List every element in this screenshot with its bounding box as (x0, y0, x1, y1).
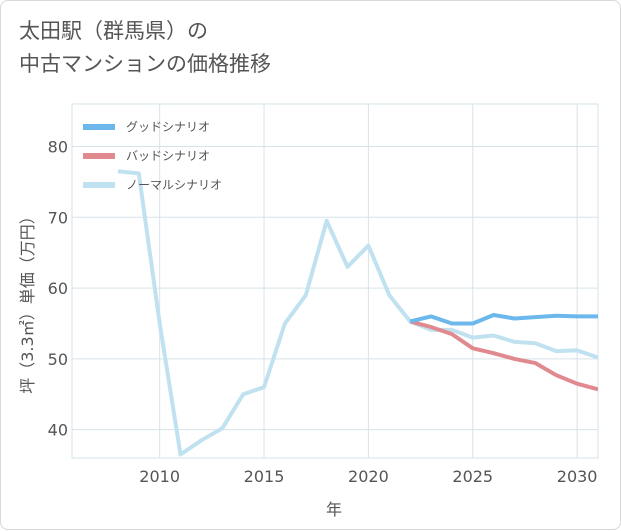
y-tick-label: 80 (48, 137, 68, 156)
plot-area (71, 103, 599, 459)
series-lines (117, 169, 598, 457)
series-line-2 (117, 169, 598, 457)
series-line-0 (409, 313, 598, 326)
y-tick-label: 70 (48, 208, 68, 227)
x-axis-title: 年 (326, 500, 342, 519)
legend-label: バッドシナリオ (126, 149, 210, 163)
legend-label: ノーマルシナリオ (126, 178, 222, 192)
y-tick-label: 60 (48, 279, 68, 298)
series-line-1 (409, 319, 598, 392)
y-axis-title: 坪（3.3㎡）単価（万円） (18, 208, 37, 393)
x-tick-label: 2025 (452, 467, 493, 486)
grid (71, 103, 599, 459)
title-line-2: 中古マンションの価格推移 (19, 52, 271, 76)
axis-ticks: 2010 2015 2020 2025 2030 40 50 60 70 80 (48, 137, 598, 486)
title-line-1: 太田駅（群馬県）の (19, 19, 208, 43)
y-tick-label: 50 (48, 350, 68, 369)
legend-label: グッドシナリオ (126, 120, 210, 134)
x-tick-label: 2030 (557, 467, 598, 486)
y-tick-label: 40 (48, 421, 68, 440)
chart-title: 太田駅（群馬県）の 中古マンションの価格推移 (19, 15, 271, 81)
x-tick-label: 2020 (348, 467, 389, 486)
x-tick-label: 2010 (139, 467, 180, 486)
x-tick-label: 2015 (244, 467, 285, 486)
